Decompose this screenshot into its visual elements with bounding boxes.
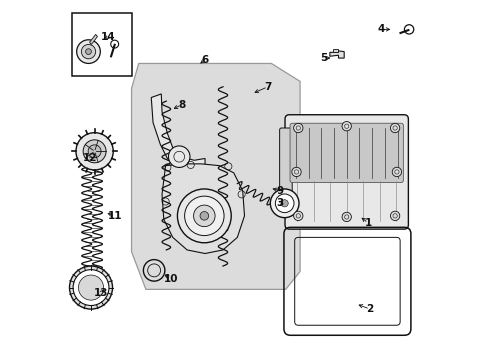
Circle shape [389, 123, 399, 133]
Text: 4: 4 [377, 24, 385, 35]
Circle shape [193, 205, 215, 226]
Circle shape [76, 133, 113, 170]
Circle shape [341, 122, 351, 131]
Circle shape [341, 212, 351, 222]
Circle shape [177, 189, 231, 243]
Circle shape [168, 146, 190, 167]
Circle shape [81, 44, 96, 59]
Polygon shape [131, 63, 300, 289]
Polygon shape [162, 164, 244, 253]
Circle shape [69, 266, 112, 309]
Circle shape [270, 189, 298, 218]
Circle shape [281, 200, 287, 207]
Text: 14: 14 [101, 32, 115, 41]
Circle shape [275, 194, 293, 213]
Text: 3: 3 [275, 198, 283, 208]
Circle shape [77, 40, 100, 63]
Circle shape [88, 145, 101, 158]
Text: 6: 6 [201, 55, 208, 65]
Polygon shape [151, 94, 204, 169]
Circle shape [389, 211, 399, 221]
Polygon shape [329, 51, 344, 58]
Circle shape [291, 167, 301, 177]
Text: 7: 7 [264, 82, 271, 92]
Bar [333, 49, 337, 52]
Text: 10: 10 [163, 274, 178, 284]
Circle shape [83, 140, 106, 163]
Circle shape [200, 212, 208, 220]
Circle shape [293, 211, 303, 221]
FancyBboxPatch shape [289, 123, 403, 183]
Circle shape [391, 167, 401, 177]
Text: 5: 5 [319, 53, 326, 63]
Circle shape [184, 196, 224, 235]
Text: 12: 12 [83, 153, 97, 163]
Text: 13: 13 [94, 288, 108, 298]
Polygon shape [89, 35, 97, 44]
FancyBboxPatch shape [285, 115, 407, 229]
Circle shape [293, 123, 303, 133]
Text: 9: 9 [276, 186, 284, 196]
Text: 2: 2 [366, 304, 373, 314]
Text: 8: 8 [178, 100, 185, 110]
Bar [72, 13, 131, 76]
Circle shape [73, 270, 109, 306]
Text: 1: 1 [364, 218, 371, 228]
Text: 11: 11 [107, 211, 122, 221]
Circle shape [78, 275, 103, 300]
FancyBboxPatch shape [279, 128, 292, 216]
Circle shape [85, 49, 91, 54]
